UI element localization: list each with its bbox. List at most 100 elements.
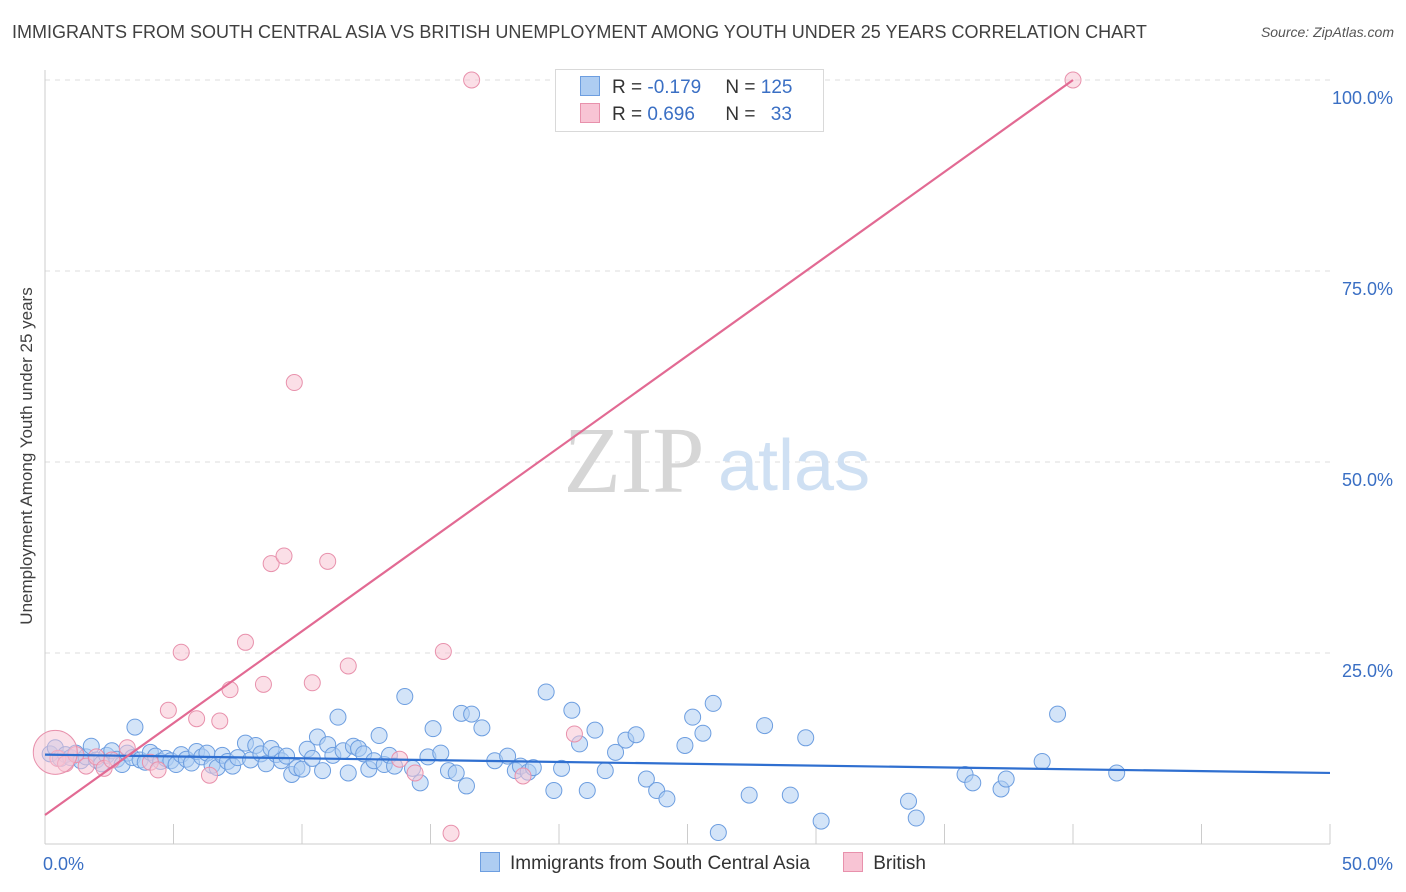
point-immigrants: [463, 705, 481, 723]
point-british: [200, 766, 218, 784]
legend-n-value: 33: [770, 104, 792, 125]
point-immigrants: [553, 759, 571, 777]
point-british-large: [32, 729, 78, 775]
x-tick-labels: 0.0% 50.0%: [43, 854, 1393, 874]
trend-lines: [44, 79, 1331, 816]
point-immigrants: [1049, 705, 1067, 723]
point-immigrants: [676, 736, 694, 754]
series-legend: Immigrants from South Central Asia Briti…: [0, 852, 1406, 875]
point-immigrants: [684, 708, 702, 726]
point-british: [434, 642, 452, 660]
axes: [44, 70, 1331, 845]
y-tick-label: 50.0%: [1342, 470, 1393, 490]
point-british: [406, 764, 424, 782]
watermark-atlas: atlas: [718, 426, 870, 506]
point-immigrants: [627, 726, 645, 744]
trend-line-british: [44, 79, 1074, 816]
legend-r-label: R =: [612, 104, 648, 125]
point-british: [303, 674, 321, 692]
chart-title: IMMIGRANTS FROM SOUTH CENTRAL ASIA VS BR…: [12, 22, 1147, 42]
point-immigrants: [278, 747, 296, 765]
y-tick-label: 75.0%: [1342, 279, 1393, 299]
point-immigrants: [126, 718, 144, 736]
point-british: [565, 725, 583, 743]
point-immigrants: [756, 717, 774, 735]
point-immigrants: [1108, 764, 1126, 782]
watermark-zip: ZIP: [564, 409, 705, 513]
point-immigrants: [781, 786, 799, 804]
point-immigrants: [563, 701, 581, 719]
series-swatch-immigrants: [480, 852, 501, 872]
series-legend-immigrants: Immigrants from South Central Asia: [480, 852, 810, 875]
point-british: [262, 555, 280, 573]
x-tick-label: 0.0%: [43, 854, 84, 874]
point-immigrants: [658, 790, 676, 808]
series-swatch-british: [843, 852, 864, 872]
point-immigrants: [339, 764, 357, 782]
watermark: ZIP atlas: [564, 409, 871, 513]
x-tick-label: 50.0%: [1342, 854, 1393, 874]
point-immigrants: [473, 719, 491, 737]
point-british: [103, 751, 121, 769]
point-immigrants: [447, 764, 465, 782]
point-british: [319, 552, 337, 570]
point-immigrants: [1033, 752, 1051, 770]
point-immigrants: [329, 708, 347, 726]
legend-row-british: R = 0.696 N = 33: [580, 103, 792, 126]
point-british: [149, 761, 167, 779]
legend-n-label: N =: [725, 104, 761, 125]
stats-legend: R = -0.179 N = 125 R = 0.696 N = 33: [555, 69, 824, 132]
point-immigrants: [396, 688, 414, 706]
point-immigrants: [432, 744, 450, 762]
y-tick-labels: 25.0% 50.0% 75.0% 100.0%: [1332, 88, 1393, 681]
point-british: [514, 767, 532, 785]
point-immigrants: [694, 724, 712, 742]
point-british: [463, 71, 481, 89]
point-immigrants: [704, 694, 722, 712]
point-british: [285, 374, 303, 392]
point-immigrants: [797, 729, 815, 747]
series-legend-british: British: [843, 852, 926, 875]
point-british: [442, 824, 460, 842]
point-british: [275, 547, 293, 565]
point-immigrants: [586, 721, 604, 739]
legend-swatch-british: [580, 103, 600, 123]
point-british: [236, 633, 254, 651]
legend-r-value: 0.696: [647, 104, 695, 125]
point-immigrants: [370, 727, 388, 745]
y-tick-label: 25.0%: [1342, 661, 1393, 681]
series-label-immigrants: Immigrants from South Central Asia: [510, 853, 810, 874]
legend-row-immigrants: R = -0.179 N = 125: [580, 76, 792, 99]
legend-swatch-immigrants: [580, 76, 600, 96]
trend-line-immigrants: [44, 753, 1331, 775]
point-immigrants: [596, 762, 614, 780]
point-immigrants: [545, 782, 563, 800]
point-british: [172, 643, 190, 661]
data-points: [32, 71, 1126, 842]
point-british: [221, 681, 239, 699]
point-british: [188, 710, 206, 728]
point-immigrants: [709, 824, 727, 842]
point-immigrants: [740, 786, 758, 804]
point-immigrants: [457, 777, 475, 795]
point-immigrants: [607, 743, 625, 761]
point-british: [211, 712, 229, 730]
point-immigrants: [812, 812, 830, 830]
point-immigrants: [537, 683, 555, 701]
point-immigrants: [907, 809, 925, 827]
source-label: Source: ZipAtlas.com: [1260, 24, 1394, 40]
point-immigrants: [997, 770, 1015, 788]
y-tick-label: 100.0%: [1332, 88, 1393, 108]
legend-r-value: -0.179: [647, 77, 702, 98]
point-immigrants: [424, 720, 442, 738]
point-immigrants: [900, 792, 918, 810]
point-immigrants: [314, 762, 332, 780]
series-label-british: British: [873, 853, 926, 874]
point-immigrants: [964, 774, 982, 792]
point-immigrants: [293, 760, 311, 778]
legend-n-label: N =: [725, 77, 761, 98]
legend-r-label: R =: [612, 77, 648, 98]
point-immigrants: [578, 782, 596, 800]
gridlines: [45, 79, 1330, 654]
